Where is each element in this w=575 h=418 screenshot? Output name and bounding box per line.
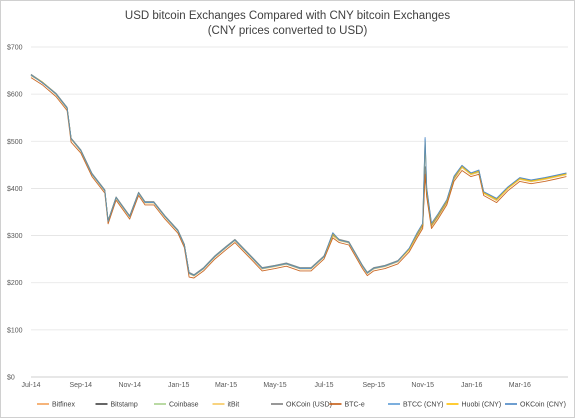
y-tick-label: $600	[7, 92, 23, 99]
legend-label: Coinbase	[169, 402, 199, 409]
legend-label: Huobi (CNY)	[462, 402, 502, 409]
legend-label: Bitfinex	[52, 402, 75, 409]
series-line	[30, 73, 567, 276]
series-line	[30, 75, 567, 277]
legend-label: BTCC (CNY)	[403, 402, 443, 409]
x-tick-label: Sep-14	[69, 382, 92, 389]
x-tick-label: May-15	[263, 382, 286, 389]
legend-label: OKCoin (CNY)	[520, 402, 566, 409]
chart-subtitle: (CNY prices converted to USD)	[207, 25, 368, 37]
legend-label: BTC-e	[345, 402, 365, 409]
legend-label: Bitstamp	[111, 402, 138, 409]
legend-label: OKCoin (USD)	[286, 402, 332, 409]
x-tick-label: Nov-14	[118, 382, 141, 389]
series-line	[30, 74, 567, 276]
y-tick-label: $700	[7, 45, 23, 52]
x-tick-label: Mar-16	[509, 382, 531, 389]
y-tick-label: $100	[7, 327, 23, 334]
x-tick-label: Mar-15	[215, 382, 237, 389]
chart-title: USD bitcoin Exchanges Compared with CNY …	[124, 10, 451, 22]
y-tick-label: $0	[7, 375, 15, 382]
series-line	[30, 74, 567, 276]
series-line	[30, 77, 567, 279]
x-tick-label: Jul-14	[21, 382, 40, 389]
chart-title-block: USD bitcoin Exchanges Compared with CNY …	[1, 9, 574, 39]
y-tick-label: $300	[7, 233, 23, 240]
series-line	[30, 74, 567, 277]
x-tick-label: Jan-15	[168, 382, 190, 389]
y-tick-label: $400	[7, 186, 23, 193]
x-tick-label: Sep-15	[362, 382, 385, 389]
x-tick-label: Jul-15	[314, 382, 333, 389]
series-line	[30, 74, 567, 276]
x-tick-label: Jan-16	[461, 382, 483, 389]
series-line	[30, 74, 567, 277]
y-tick-label: $200	[7, 280, 23, 287]
legend-label: itBit	[228, 402, 240, 409]
y-tick-label: $500	[7, 139, 23, 146]
x-tick-label: Nov-15	[411, 382, 434, 389]
series-line	[30, 74, 567, 277]
